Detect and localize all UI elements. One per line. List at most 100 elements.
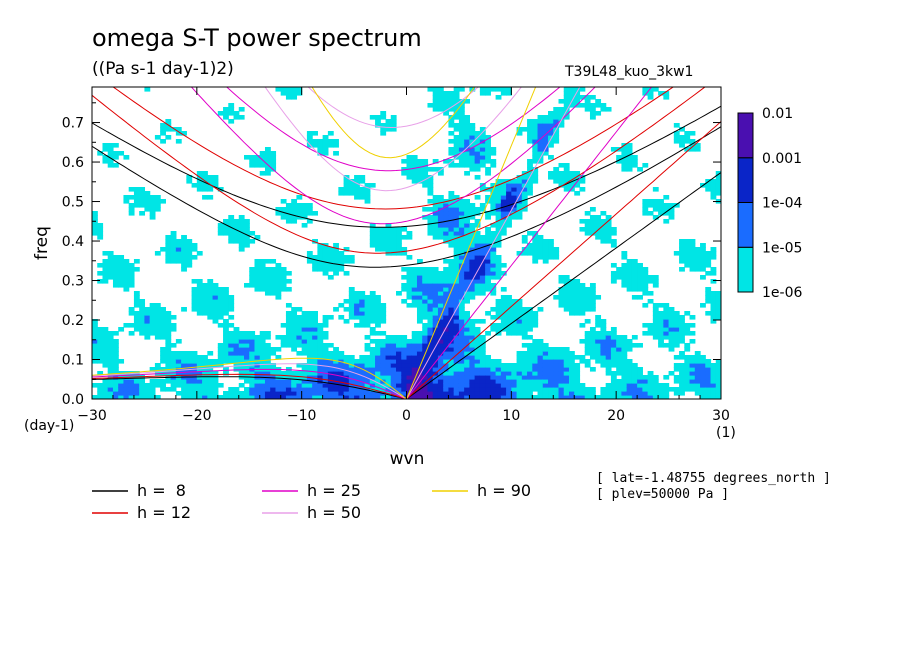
heatmap-cell [238, 351, 245, 356]
heatmap-cell [553, 391, 560, 396]
heatmap-cell [637, 391, 643, 396]
heatmap-cell [196, 187, 203, 192]
heatmap-cell [521, 199, 528, 204]
heatmap-cell [228, 303, 235, 308]
heatmap-cell [584, 299, 591, 304]
heatmap-cell [432, 215, 439, 220]
heatmap-cell [207, 283, 214, 288]
heatmap-cell [710, 383, 717, 388]
heatmap-cell [422, 167, 429, 172]
heatmap-cell [527, 327, 533, 332]
heatmap-cell [181, 395, 187, 399]
heatmap-cell [464, 379, 470, 384]
heatmap-cell [568, 383, 575, 388]
heatmap-cell [401, 171, 408, 176]
heatmap-cell [396, 355, 402, 360]
heatmap-cell [312, 131, 318, 136]
heatmap-cell [102, 343, 109, 348]
heatmap-cell [359, 375, 366, 380]
heatmap-cell [92, 359, 98, 364]
heatmap-cell [558, 363, 565, 368]
heatmap-cell [553, 255, 560, 260]
heatmap-cell [527, 243, 533, 248]
heatmap-cell [427, 279, 434, 284]
heatmap-cell [631, 267, 638, 272]
heatmap-cell [202, 303, 208, 308]
heatmap-cell [238, 371, 245, 376]
heatmap-cell [144, 395, 151, 399]
heatmap-cell [610, 379, 617, 384]
heatmap-cell [479, 203, 486, 208]
heatmap-cell [333, 363, 339, 368]
heatmap-cell [647, 371, 654, 376]
heatmap-cell [301, 367, 308, 372]
heatmap-cell [642, 203, 649, 208]
heatmap-cell [396, 363, 402, 368]
heatmap-cell [333, 263, 339, 268]
heatmap-cell [228, 387, 235, 392]
heatmap-cell [558, 287, 565, 292]
heatmap-cell [390, 359, 397, 364]
heatmap-cell [92, 327, 98, 332]
heatmap-cell [207, 311, 214, 316]
heatmap-cell [437, 343, 444, 348]
heatmap-cell [474, 139, 481, 144]
heatmap-cell [464, 231, 470, 236]
heatmap-cell [375, 235, 381, 240]
heatmap-cell [532, 319, 539, 324]
heatmap-cell [181, 247, 187, 252]
y-tick-label: 0.3 [62, 274, 84, 290]
heatmap-cell [186, 383, 193, 388]
heatmap-cell [469, 255, 476, 260]
heatmap-cell [133, 291, 140, 296]
heatmap-cell [422, 163, 429, 168]
heatmap-cell [437, 283, 444, 288]
heatmap-cell [553, 367, 560, 372]
heatmap-cell [102, 155, 109, 160]
heatmap-cell [458, 243, 465, 248]
heatmap-cell [118, 387, 125, 392]
heatmap-cell [626, 263, 633, 268]
heatmap-cell [238, 239, 245, 244]
heatmap-cell [548, 363, 554, 368]
heatmap-cell [175, 139, 182, 144]
heatmap-cell [422, 179, 429, 184]
heatmap-cell [558, 379, 565, 384]
heatmap-cell [175, 259, 182, 264]
heatmap-cell [485, 215, 491, 220]
heatmap-cell [458, 139, 465, 144]
heatmap-cell [642, 331, 649, 336]
heatmap-cell [464, 243, 470, 248]
heatmap-cell [621, 283, 628, 288]
heatmap-cell [616, 339, 623, 344]
heatmap-cell [306, 347, 313, 352]
heatmap-cell [223, 339, 229, 344]
heatmap-cell [411, 163, 418, 168]
heatmap-cell [228, 307, 235, 312]
heatmap-cell [422, 335, 429, 340]
heatmap-cell [422, 159, 429, 164]
heatmap-cell [589, 215, 596, 220]
heatmap-cell [558, 175, 565, 180]
heatmap-cell [244, 219, 250, 224]
heatmap-cell [301, 215, 308, 220]
heatmap-cell [191, 359, 198, 364]
heatmap-cell [427, 347, 434, 352]
heatmap-cell [621, 159, 628, 164]
heatmap-cell [102, 143, 109, 148]
heatmap-cell [516, 351, 523, 356]
heatmap-cell [437, 219, 444, 224]
heatmap-cell [443, 211, 450, 216]
heatmap-cell [207, 371, 214, 376]
heatmap-cell [500, 219, 507, 224]
heatmap-cell [401, 375, 408, 380]
heatmap-cell [139, 327, 146, 332]
heatmap-cell [579, 387, 586, 392]
heatmap-cell [390, 363, 397, 368]
heatmap-cell [285, 271, 292, 276]
heatmap-cell [679, 335, 685, 340]
heatmap-cell [170, 247, 177, 252]
heatmap-cell [479, 267, 486, 272]
heatmap-cell [238, 343, 245, 348]
heatmap-cell [259, 387, 266, 392]
